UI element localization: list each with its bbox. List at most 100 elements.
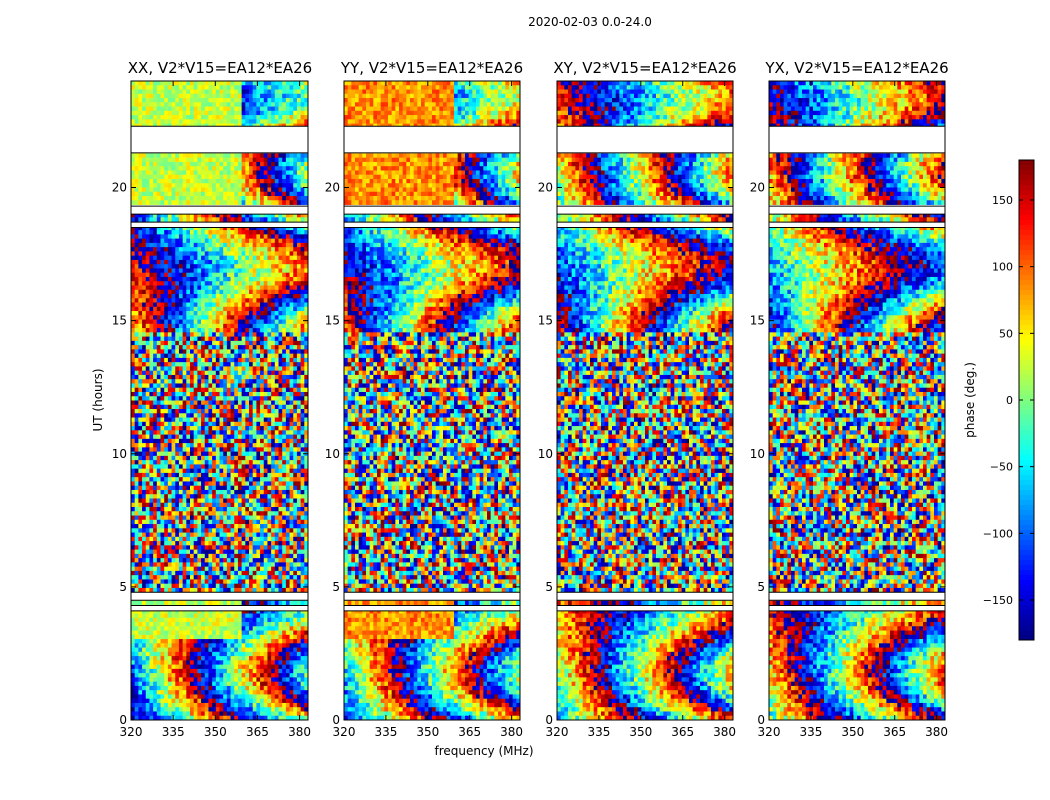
heatmap-cell — [282, 545, 287, 550]
heatmap-cell — [230, 332, 235, 337]
heatmap-cell — [153, 464, 158, 470]
heatmap-cell — [178, 541, 184, 546]
heatmap-cell — [138, 485, 143, 491]
heatmap-cell — [193, 191, 198, 197]
heatmap-cell — [145, 447, 150, 453]
heatmap-cell — [208, 315, 213, 320]
heatmap-cell — [293, 259, 298, 265]
heatmap-cell — [296, 494, 302, 499]
heatmap-cell — [134, 524, 139, 529]
heatmap-cell — [193, 234, 198, 240]
heatmap-cell — [293, 276, 298, 282]
heatmap-cell — [267, 183, 272, 188]
heatmap-cell — [153, 507, 158, 512]
heatmap-cell — [300, 409, 305, 414]
heatmap-cell — [186, 511, 191, 516]
heatmap-cell — [212, 396, 217, 401]
heatmap-cell — [149, 404, 154, 410]
heatmap-cell — [271, 383, 276, 389]
heatmap-cell — [164, 434, 169, 440]
heatmap-cell — [178, 264, 184, 269]
heatmap-cell — [293, 515, 298, 521]
heatmap-cell — [153, 298, 158, 303]
heatmap-cell — [289, 272, 294, 278]
heatmap-cell — [131, 183, 136, 188]
heatmap-cell — [278, 455, 283, 461]
heatmap-cell — [245, 332, 250, 337]
heatmap-cell — [289, 515, 294, 521]
heatmap-cell — [160, 247, 165, 252]
heatmap-cell — [245, 319, 250, 325]
heatmap-cell — [186, 541, 191, 546]
heatmap-cell — [282, 294, 287, 299]
heatmap-cell — [131, 323, 136, 329]
heatmap-cell — [271, 370, 276, 376]
heatmap-cell — [208, 460, 213, 465]
heatmap-cell — [263, 460, 268, 465]
heatmap-cell — [230, 558, 235, 563]
heatmap-cell — [204, 225, 209, 231]
heatmap-cell — [156, 242, 161, 248]
heatmap-cell — [153, 255, 158, 261]
heatmap-cell — [260, 306, 265, 312]
heatmap-cell — [252, 370, 257, 376]
heatmap-cell — [263, 404, 268, 410]
heatmap-cell — [241, 558, 246, 563]
heatmap-cell — [204, 298, 209, 303]
heatmap-cell — [186, 336, 191, 342]
heatmap-cell — [167, 323, 172, 329]
heatmap-cell — [193, 230, 198, 235]
heatmap-cell — [171, 345, 176, 350]
heatmap-cell — [182, 110, 187, 116]
heatmap-cell — [256, 434, 261, 440]
heatmap-cell — [171, 93, 176, 99]
heatmap-cell — [190, 349, 195, 355]
heatmap-cell — [208, 323, 213, 329]
heatmap-cell — [245, 498, 250, 504]
heatmap-cell — [204, 230, 209, 235]
heatmap-cell — [252, 515, 257, 521]
heatmap-cell — [149, 217, 154, 222]
heatmap-cell — [153, 498, 158, 504]
heatmap-cell — [249, 353, 254, 359]
heatmap-cell — [289, 353, 294, 359]
heatmap-cell — [171, 536, 176, 542]
heatmap-cell — [282, 409, 287, 414]
heatmap-cell — [149, 225, 154, 231]
heatmap-cell — [267, 528, 272, 533]
heatmap-cell — [208, 553, 213, 559]
heatmap-cell — [190, 541, 195, 546]
heatmap-cell — [193, 196, 198, 201]
heatmap-cell — [212, 515, 217, 521]
heatmap-cell — [131, 251, 136, 257]
heatmap-cell — [267, 357, 272, 363]
heatmap-cell — [271, 515, 276, 521]
heatmap-cell — [252, 485, 257, 491]
heatmap-cell — [178, 477, 184, 482]
heatmap-cell — [293, 391, 298, 397]
heatmap-cell — [197, 515, 202, 521]
heatmap-cell — [215, 251, 220, 257]
heatmap-cell — [182, 460, 187, 465]
heatmap-cell — [212, 200, 217, 205]
heatmap-cell — [175, 213, 180, 218]
heatmap-cell — [300, 247, 305, 252]
heatmap-cell — [300, 272, 305, 278]
heatmap-cell — [226, 511, 231, 516]
heatmap-cell — [160, 468, 165, 474]
heatmap-cell — [197, 511, 202, 516]
heatmap-cell — [223, 242, 228, 248]
heatmap-cell — [249, 417, 254, 423]
heatmap-cell — [226, 426, 231, 431]
heatmap-cell — [263, 502, 268, 508]
heatmap-cell — [190, 315, 195, 320]
heatmap-cell — [282, 464, 287, 470]
heatmap-cell — [289, 178, 294, 184]
heatmap-cell — [145, 294, 150, 299]
heatmap-cell — [267, 272, 272, 278]
heatmap-cell — [215, 553, 220, 559]
heatmap-cell — [204, 434, 209, 440]
heatmap-cell — [156, 268, 161, 274]
heatmap-cell — [175, 225, 180, 231]
heatmap-cell — [201, 532, 206, 538]
